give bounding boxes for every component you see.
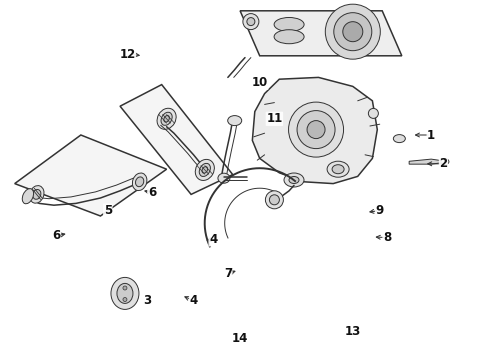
Ellipse shape	[111, 278, 139, 309]
Ellipse shape	[132, 173, 147, 190]
Text: 1: 1	[427, 129, 435, 141]
Text: 11: 11	[266, 112, 283, 125]
Ellipse shape	[29, 186, 44, 203]
Ellipse shape	[199, 163, 210, 176]
Ellipse shape	[136, 177, 144, 187]
Ellipse shape	[202, 167, 208, 173]
Ellipse shape	[289, 102, 343, 157]
Ellipse shape	[393, 135, 405, 143]
Text: 2: 2	[440, 157, 447, 170]
Text: 10: 10	[251, 76, 268, 89]
Text: 4: 4	[190, 294, 197, 307]
Ellipse shape	[368, 108, 378, 118]
Ellipse shape	[297, 111, 335, 149]
Ellipse shape	[289, 176, 299, 184]
Ellipse shape	[22, 189, 34, 204]
Ellipse shape	[157, 108, 176, 129]
Text: 8: 8	[383, 231, 391, 244]
Text: 7: 7	[224, 267, 232, 280]
Ellipse shape	[123, 297, 127, 302]
Ellipse shape	[218, 173, 230, 183]
Ellipse shape	[274, 30, 304, 44]
Text: 5: 5	[104, 204, 112, 217]
Text: 14: 14	[232, 332, 248, 345]
Text: 3: 3	[143, 294, 151, 307]
Ellipse shape	[117, 283, 133, 303]
Text: 4: 4	[209, 233, 217, 246]
Ellipse shape	[266, 191, 283, 209]
Text: 9: 9	[376, 204, 384, 217]
Ellipse shape	[307, 121, 325, 139]
Ellipse shape	[161, 112, 172, 125]
Ellipse shape	[243, 14, 259, 30]
Polygon shape	[15, 135, 167, 216]
Ellipse shape	[284, 173, 304, 187]
Text: 6: 6	[52, 229, 60, 242]
Ellipse shape	[332, 165, 344, 174]
Ellipse shape	[228, 116, 242, 126]
Ellipse shape	[327, 161, 349, 177]
Ellipse shape	[270, 195, 279, 205]
Ellipse shape	[274, 18, 304, 31]
Polygon shape	[409, 159, 442, 164]
Polygon shape	[240, 11, 402, 56]
Ellipse shape	[164, 116, 170, 122]
Ellipse shape	[325, 4, 380, 59]
Text: 6: 6	[148, 186, 156, 199]
Ellipse shape	[334, 13, 372, 51]
Ellipse shape	[247, 18, 255, 26]
Ellipse shape	[441, 159, 449, 165]
Text: 12: 12	[119, 48, 136, 60]
Polygon shape	[252, 77, 377, 184]
Ellipse shape	[196, 159, 214, 180]
Polygon shape	[120, 85, 233, 194]
Text: 13: 13	[344, 325, 361, 338]
Ellipse shape	[123, 286, 127, 290]
Ellipse shape	[343, 22, 363, 42]
Ellipse shape	[33, 189, 41, 199]
